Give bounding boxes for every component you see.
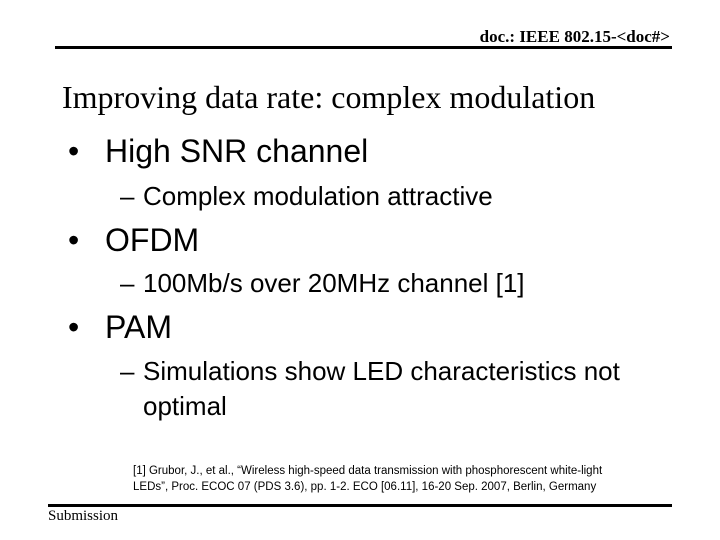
bullet-label: OFDM	[105, 222, 200, 258]
bullet-dot-icon: •	[68, 133, 80, 169]
bullet-item-high-snr: • High SNR channel	[68, 132, 368, 170]
sub-bullet-label: 100Mb/s over 20MHz channel [1]	[143, 268, 525, 298]
submission-label: Submission	[48, 508, 119, 524]
slide-title: Improving data rate: complex modulation	[62, 79, 596, 115]
reference-footnote-line1: [1] Grubor, J., et al., “Wireless high-s…	[133, 465, 603, 477]
header-rule	[55, 46, 672, 49]
header-doc-label: doc.: IEEE 802.15-<doc#>	[479, 27, 670, 46]
reference-footnote: [1] Grubor, J., et al., “Wireless high-s…	[133, 464, 633, 495]
sub-bullet-dash-icon: –	[120, 181, 135, 211]
footer-rule	[48, 504, 672, 507]
sub-bullet-dash-icon: –	[120, 356, 135, 386]
bullet-dot-icon: •	[68, 309, 80, 345]
bullet-label: High SNR channel	[105, 133, 369, 169]
bullet-item-pam: • PAM	[68, 308, 172, 346]
sub-bullet-label: Simulations show LED characteristics not…	[143, 356, 620, 421]
sub-bullet-item: – 100Mb/s over 20MHz channel [1]	[120, 266, 525, 301]
sub-bullet-item: – Complex modulation attractive	[120, 179, 493, 214]
bullet-label: PAM	[105, 309, 172, 345]
bullet-item-ofdm: • OFDM	[68, 221, 199, 259]
bullet-dot-icon: •	[68, 222, 80, 258]
sub-bullet-label: Complex modulation attractive	[143, 181, 493, 211]
reference-footnote-line2: LEDs”, Proc. ECOC 07 (PDS 3.6), pp. 1-2.…	[133, 480, 597, 493]
sub-bullet-dash-icon: –	[120, 268, 135, 298]
sub-bullet-item: – Simulations show LED characteristics n…	[120, 354, 663, 424]
